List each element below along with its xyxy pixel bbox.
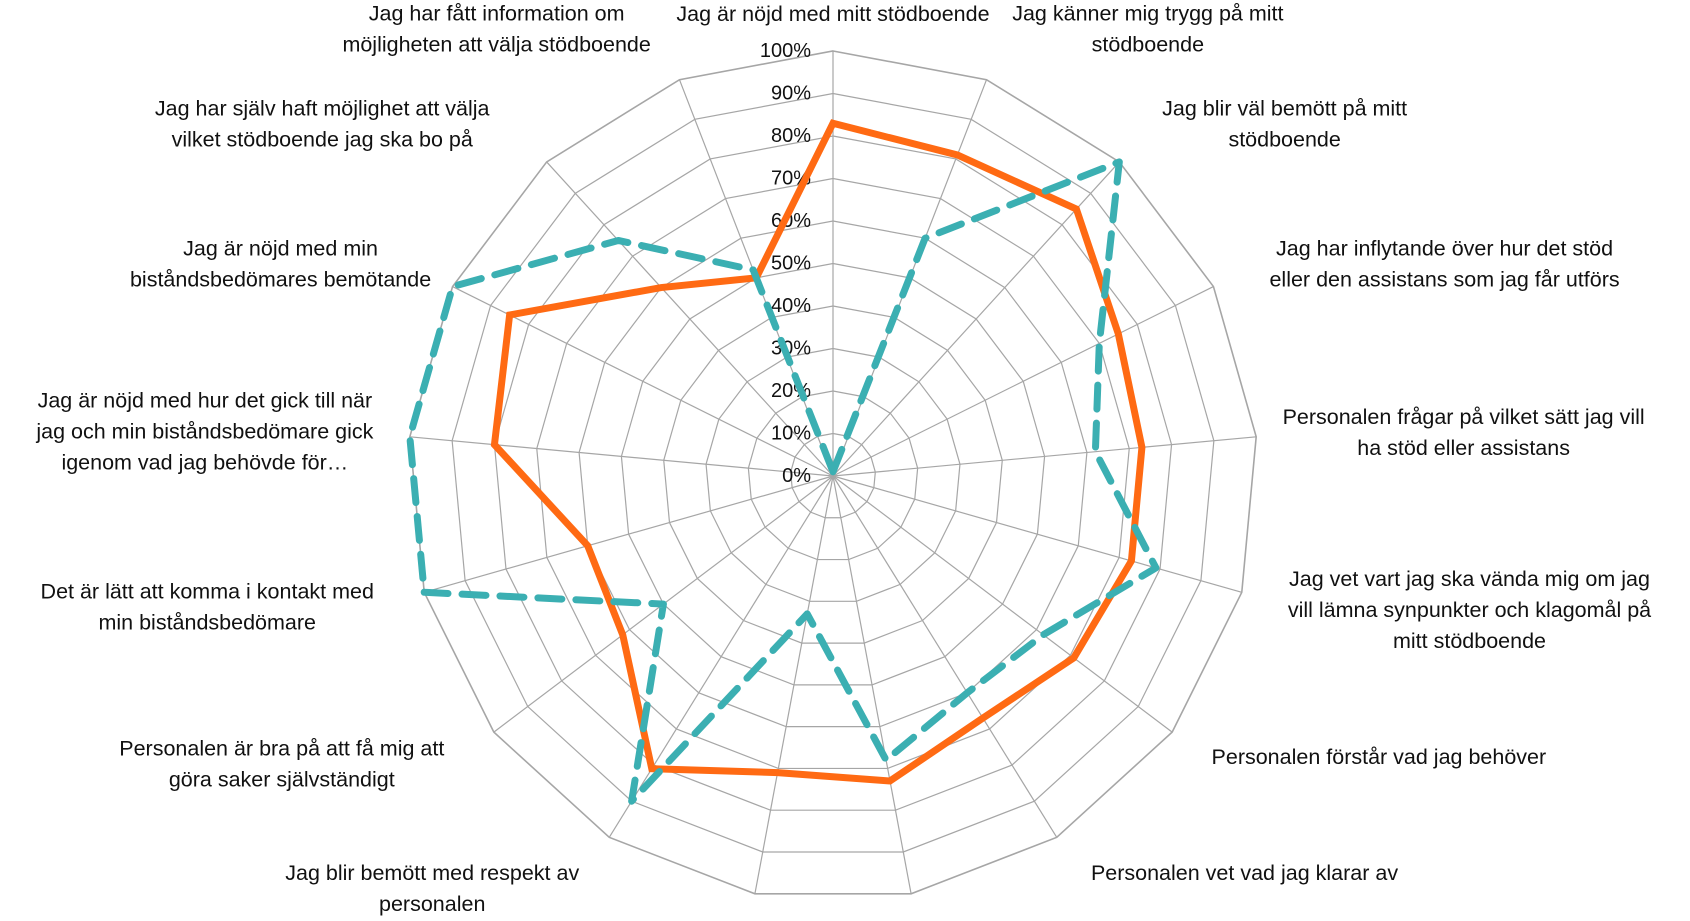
category-label: Personalen vet vad jag klarar av — [1091, 861, 1398, 885]
category-labels: Jag är nöjd med mitt stödboende Jag känne… — [35, 2, 1651, 916]
grid-ring — [663, 305, 1003, 644]
category-label: Jag är nöjd med min biståndsbedömares bem… — [130, 237, 431, 292]
tick-label: 40% — [771, 295, 811, 317]
category-label: Personalen är bra på att få mig att göra … — [119, 736, 444, 791]
tick-label: 90% — [771, 83, 811, 105]
category-label: Jag har själv haft möjlighet att välja vi… — [155, 97, 490, 152]
grid-spoke — [832, 436, 1257, 477]
category-label: Jag har fått information om möjligheten a… — [342, 2, 650, 57]
tick-label: 0% — [782, 465, 811, 487]
grid-spoke — [409, 436, 834, 477]
grid-ring — [790, 432, 876, 519]
tick-label: 10% — [771, 423, 811, 445]
category-label: Jag vet vart jag ska vända mig om jag vil… — [1288, 567, 1651, 653]
category-label: Personalen förstår vad jag behöver — [1212, 745, 1547, 769]
category-label: Personalen frågar på vilket sätt jag vil… — [1283, 405, 1645, 460]
category-label: Jag blir väl bemött på mitt stödboende — [1162, 97, 1407, 152]
grid-spoke — [832, 475, 1242, 593]
category-label: Jag är nöjd med hur det gick till när jag… — [35, 389, 373, 475]
tick-label: 80% — [771, 125, 811, 147]
grid-ring — [451, 92, 1215, 853]
radar-series — [406, 119, 1160, 805]
grid-ring — [620, 262, 1046, 686]
grid-spoke — [832, 161, 1120, 477]
grid-spoke — [832, 475, 1173, 733]
category-label: Det är lätt att komma i kontakt med min b… — [41, 579, 374, 634]
grid-ring — [747, 390, 919, 561]
category-label: Jag känner mig trygg på mitt stödboende — [1012, 2, 1283, 57]
value-axis-tick-labels: 0%10%20%30%40%50%60%70%80%90%100% — [760, 40, 811, 487]
tick-label: 50% — [771, 253, 811, 275]
category-label: Jag har inflytande över hur det stöd elle… — [1269, 237, 1619, 292]
grid-spoke — [832, 475, 1058, 838]
grid-ring — [536, 177, 1130, 770]
radar-grid — [409, 50, 1257, 895]
series-line-solid — [490, 119, 1146, 785]
grid-ring — [578, 220, 1088, 728]
category-label: Jag blir bemött med respekt av personalen — [285, 861, 579, 916]
tick-label: 30% — [771, 338, 811, 360]
grid-spoke — [754, 475, 834, 894]
grid-ring — [705, 347, 961, 602]
grid-spoke — [546, 161, 834, 477]
grid-spoke — [452, 286, 834, 477]
grid-spoke — [832, 286, 1214, 477]
grid-spoke — [608, 475, 834, 838]
tick-label: 100% — [760, 40, 811, 62]
grid-ring — [409, 50, 1257, 895]
category-label: Jag är nöjd med mitt stödboende — [676, 2, 989, 26]
grid-spoke — [832, 475, 912, 894]
grid-spoke — [424, 475, 834, 593]
series-line-dashed — [406, 158, 1160, 805]
